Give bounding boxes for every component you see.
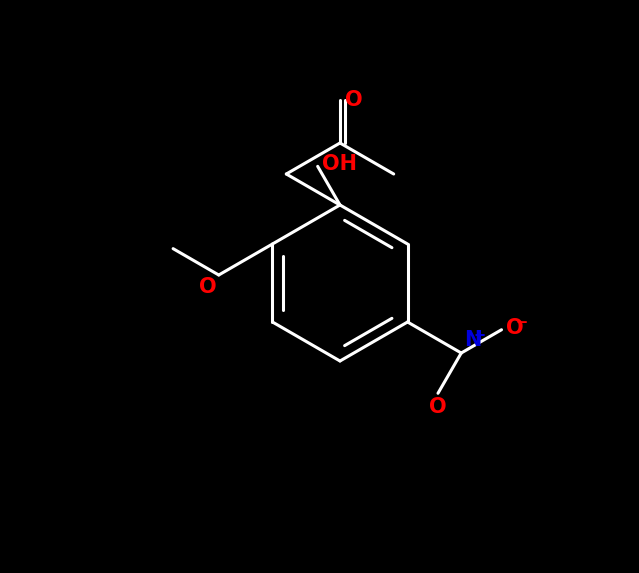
Text: O: O: [505, 318, 523, 337]
Text: N: N: [465, 330, 482, 350]
Text: O: O: [429, 397, 447, 417]
Text: OH: OH: [321, 154, 357, 174]
Text: −: −: [515, 315, 528, 330]
Text: +: +: [474, 328, 486, 343]
Text: O: O: [345, 89, 362, 109]
Text: O: O: [199, 277, 217, 297]
